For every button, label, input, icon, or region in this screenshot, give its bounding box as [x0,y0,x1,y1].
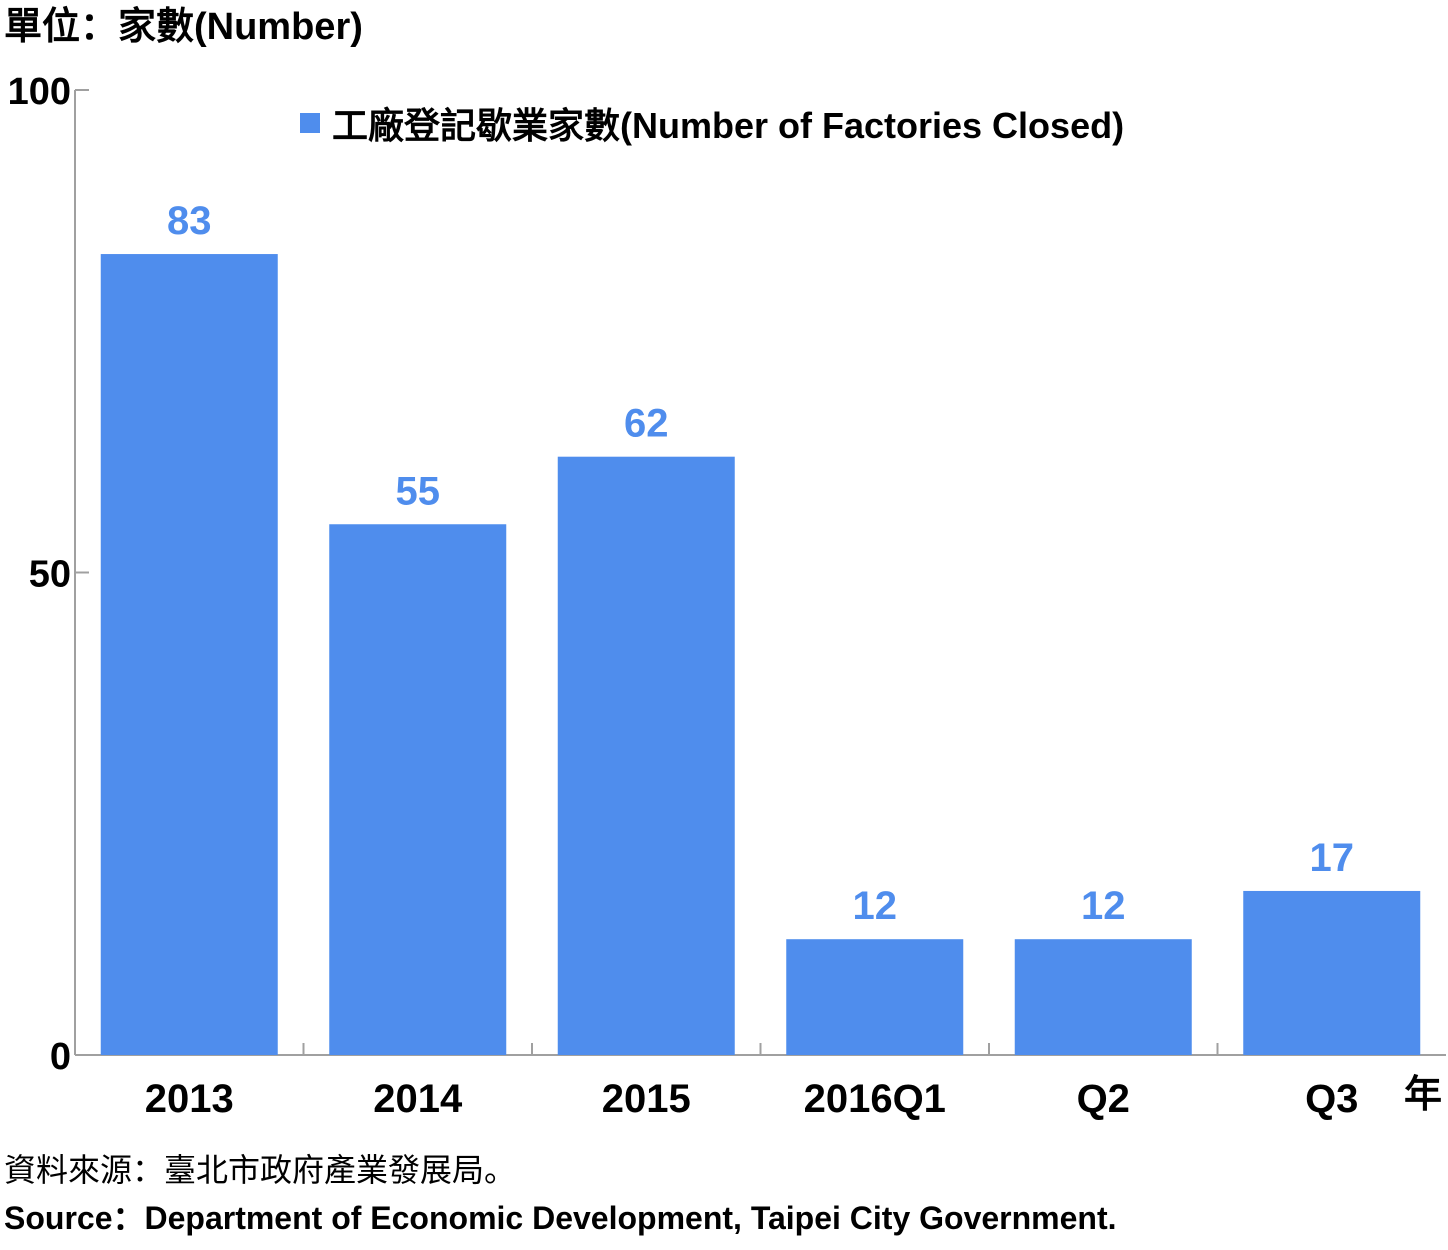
bar [786,939,964,1055]
chart-legend: 工廠登記歇業家數(Number of Factories Closed) [300,105,1124,146]
bar-data-label: 55 [396,469,441,513]
chart-bars [100,254,1421,1056]
y-tick-label: 0 [50,1036,71,1078]
chart-axes [74,89,1446,1056]
bar-data-label: 12 [1081,884,1126,928]
bar [1243,890,1421,1055]
y-tick-label: 50 [29,554,71,596]
x-tick-label: 2014 [373,1077,463,1121]
bar-data-label: 17 [1310,836,1355,880]
bar [100,254,278,1056]
source-english: Source：Department of Economic Developmen… [4,1200,1117,1236]
unit-label: 單位：家數(Number) [4,6,363,48]
x-tick-label: 2015 [602,1077,691,1121]
bar [557,456,735,1055]
x-tick-label: 2016Q1 [804,1077,946,1121]
bar-data-label: 62 [624,402,669,446]
x-axis-suffix: 年 [1404,1074,1443,1116]
bar-chart: 83 55 62 12 12 17 0 50 100 2013 2014 2015 2016Q1 Q2 Q… [8,71,1446,1121]
bar [1014,939,1192,1055]
x-tick-label: Q3 [1305,1077,1358,1121]
x-tick-label: Q2 [1077,1077,1130,1121]
chart-data-labels: 83 55 62 12 12 17 [167,199,1354,928]
legend-swatch [300,113,320,133]
x-tick-label: 2013 [145,1077,234,1121]
bar [329,524,507,1055]
y-tick-label: 100 [8,71,71,113]
legend-label: 工廠登記歇業家數(Number of Factories Closed) [332,105,1124,146]
bar-data-label: 12 [853,884,898,928]
source-chinese: 資料來源：臺北市政府產業發展局。 [4,1152,517,1188]
chart-tick-labels: 0 50 100 2013 2014 2015 2016Q1 Q2 Q3 [8,71,1359,1121]
bar-data-label: 83 [167,199,212,243]
